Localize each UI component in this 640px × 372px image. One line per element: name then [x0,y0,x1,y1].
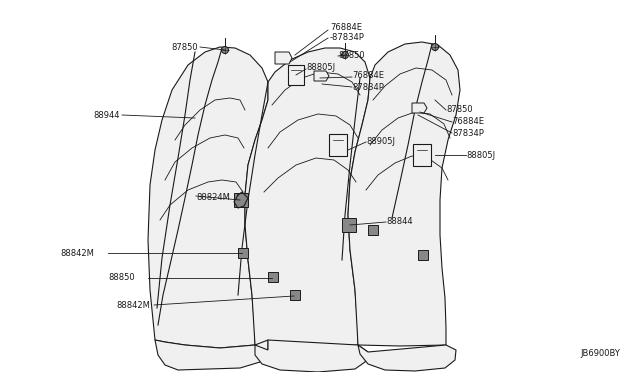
Text: 87850: 87850 [338,51,365,60]
Circle shape [431,44,438,51]
Text: 87850: 87850 [172,42,198,51]
Circle shape [221,46,228,54]
Polygon shape [413,144,431,166]
Text: 88850: 88850 [108,273,134,282]
Bar [418,250,428,260]
Bar [368,225,378,235]
Polygon shape [412,103,427,113]
Polygon shape [329,134,347,156]
Text: 76884E: 76884E [452,118,484,126]
Text: 76884E: 76884E [330,22,362,32]
Polygon shape [314,71,329,81]
Text: 76884E: 76884E [352,71,384,80]
Polygon shape [148,47,268,348]
Polygon shape [288,65,304,85]
Bar [290,290,300,300]
Text: 88842M: 88842M [116,301,150,310]
Bar [342,218,356,232]
Text: 88805J: 88805J [306,64,335,73]
Bar [238,248,248,258]
Text: 88842M: 88842M [60,248,94,257]
Bar [234,193,248,207]
Text: 88905J: 88905J [366,138,395,147]
Text: 87850: 87850 [446,106,472,115]
Polygon shape [245,48,370,347]
Text: 88824M: 88824M [196,192,230,202]
Text: 87834P: 87834P [452,128,484,138]
Text: 87834P: 87834P [352,83,384,92]
Polygon shape [155,340,268,370]
Text: 88805J: 88805J [466,151,495,160]
Circle shape [342,51,349,58]
Polygon shape [358,345,456,371]
Text: JB6900BY: JB6900BY [580,349,620,358]
Polygon shape [275,52,292,64]
Text: 88844: 88844 [386,218,413,227]
Polygon shape [348,42,460,346]
Text: 88944: 88944 [93,110,120,119]
Polygon shape [255,340,368,372]
Bar [268,272,278,282]
Text: -87834P: -87834P [330,32,365,42]
